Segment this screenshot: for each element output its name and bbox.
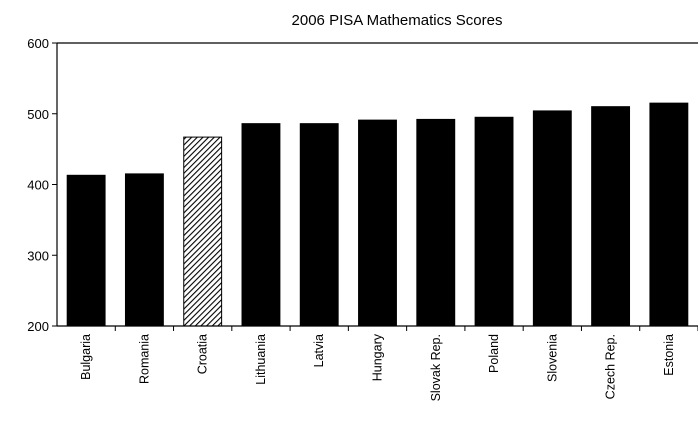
bar-estonia [649,102,689,327]
bar-poland [474,116,514,327]
y-tick-label: 500 [27,107,49,122]
bar-lithuania [241,123,281,327]
bar-bulgaria [66,174,106,327]
bar-czech-rep- [591,106,631,327]
plot-area: 200 300 400 500 600 Bulgaria Romania Croatia Lit… [27,36,698,401]
y-tick-label: 400 [27,178,49,193]
bar-romania [124,173,164,327]
x-tick-label: Romania [137,334,151,384]
y-tick-label: 300 [27,248,49,263]
x-tick-label: Slovak Rep. [429,334,443,401]
x-tick-label: Latvia [312,334,326,367]
bar-slovak-rep- [416,118,456,327]
x-tick-label: Slovenia [545,334,559,382]
y-tick-label: 200 [27,319,49,334]
x-tick-label: Poland [487,334,501,373]
y-tick-label: 600 [27,36,49,51]
bar-hungary [358,119,397,327]
bar-croatia [183,136,223,327]
bar-slovenia [532,110,572,327]
x-tick-label: Croatia [196,334,210,374]
bar-latvia [299,123,339,327]
x-tick-label: Estonia [662,334,676,376]
x-tick-label: Lithuania [254,334,268,385]
chart-title: 2006 PISA Mathematics Scores [292,12,503,29]
x-tick-label: Hungary [371,333,385,381]
x-tick-label: Czech Rep. [604,334,618,399]
x-tick-label: Bulgaria [79,334,93,380]
